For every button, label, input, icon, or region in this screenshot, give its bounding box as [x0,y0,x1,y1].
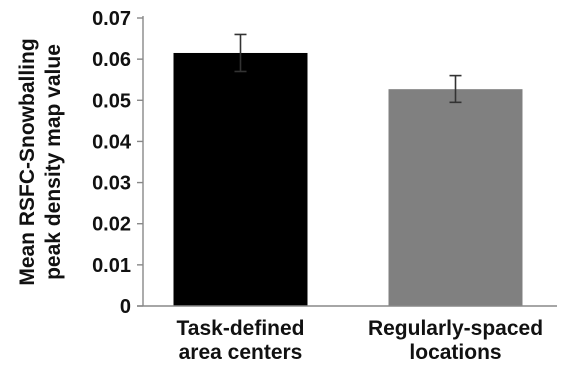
y-tick-label: 0.03 [92,173,131,195]
x-category-label: Regularly-spaced [368,317,543,340]
x-category-label: area centers [179,341,303,364]
axes [137,16,557,307]
error-bars [234,33,462,104]
bars [173,52,523,306]
y-axis-title-line: peak density map value [42,44,65,280]
y-axis-title-line: Mean RSFC-Snowballing [16,38,39,285]
y-tick-label: 0.04 [92,131,132,153]
y-tick-label: 0.07 [92,8,131,30]
x-category-label: locations [409,341,501,364]
y-axis-title: Mean RSFC-Snowballing peak density map va… [16,38,65,285]
y-axis-ticks: 0 0.01 0.02 0.03 0.04 0.05 0.06 0.07 [92,8,143,318]
y-tick-label: 0.02 [92,214,131,236]
x-category-label: Task-defined [177,317,305,340]
y-tick-label: 0.05 [92,90,131,112]
y-tick-label: 0.06 [92,49,131,71]
bar [173,52,308,306]
y-tick-label: 0 [120,296,131,318]
y-tick-label: 0.01 [92,255,131,277]
bar [388,89,523,306]
